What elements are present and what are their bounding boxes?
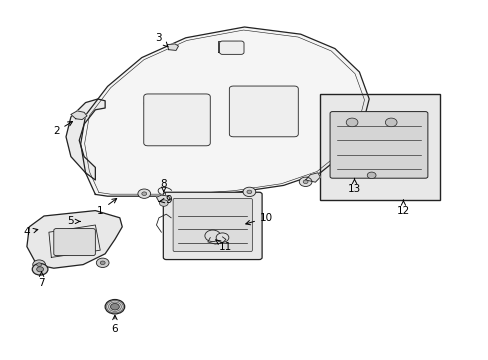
Circle shape [303, 180, 307, 184]
FancyBboxPatch shape [229, 86, 298, 137]
Polygon shape [156, 195, 170, 202]
Circle shape [366, 172, 375, 179]
Circle shape [246, 190, 251, 194]
Circle shape [33, 260, 45, 269]
Text: 5: 5 [67, 216, 80, 226]
Polygon shape [81, 27, 368, 196]
Circle shape [204, 230, 220, 242]
Circle shape [385, 118, 396, 127]
Circle shape [96, 258, 109, 267]
Polygon shape [27, 211, 122, 268]
Text: 8: 8 [160, 179, 167, 192]
Circle shape [138, 189, 150, 198]
Polygon shape [66, 99, 105, 180]
Bar [320, 94, 439, 200]
Polygon shape [71, 111, 87, 120]
Circle shape [299, 177, 311, 186]
Text: 6: 6 [111, 315, 118, 334]
FancyBboxPatch shape [329, 112, 427, 178]
Text: 7: 7 [38, 272, 45, 288]
FancyBboxPatch shape [143, 94, 210, 146]
Text: 2: 2 [53, 122, 72, 136]
Polygon shape [305, 173, 320, 182]
Circle shape [216, 233, 228, 242]
Text: 4: 4 [23, 227, 38, 237]
Circle shape [37, 263, 41, 266]
Circle shape [142, 192, 146, 195]
Circle shape [37, 267, 43, 272]
Text: 3: 3 [155, 33, 167, 47]
FancyBboxPatch shape [54, 229, 95, 256]
Polygon shape [167, 44, 178, 50]
Circle shape [243, 187, 255, 197]
Text: 11: 11 [215, 240, 231, 252]
FancyBboxPatch shape [173, 198, 252, 252]
Circle shape [346, 118, 357, 127]
Text: 1: 1 [97, 198, 117, 216]
Circle shape [105, 300, 124, 314]
FancyBboxPatch shape [219, 41, 244, 54]
Circle shape [32, 264, 48, 275]
FancyBboxPatch shape [163, 192, 262, 260]
Text: 12: 12 [396, 200, 409, 216]
Text: 13: 13 [347, 179, 361, 194]
Text: 10: 10 [245, 213, 272, 225]
Text: 9: 9 [160, 195, 172, 205]
Circle shape [100, 261, 105, 265]
Circle shape [159, 200, 168, 206]
Circle shape [110, 303, 119, 310]
